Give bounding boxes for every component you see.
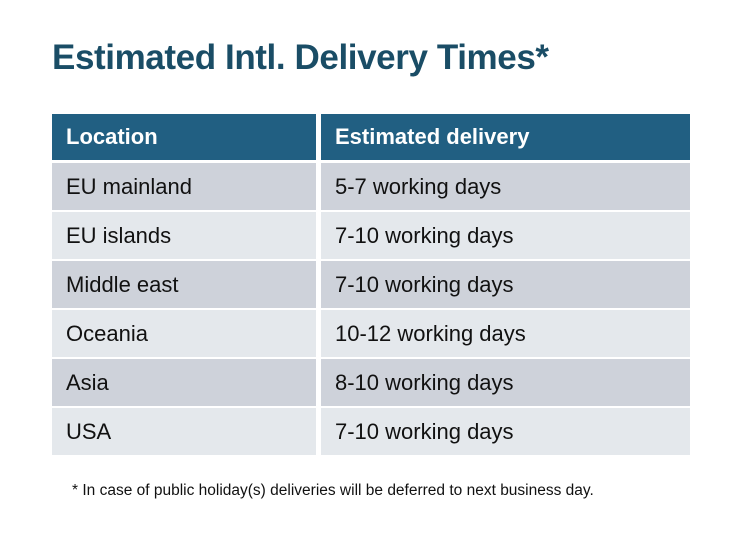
- cell-delivery: 8-10 working days: [321, 359, 690, 406]
- table-row: USA 7-10 working days: [52, 408, 690, 455]
- cell-location: Oceania: [52, 310, 316, 357]
- column-header-estimated-delivery: Estimated delivery: [321, 114, 690, 160]
- cell-delivery: 10-12 working days: [321, 310, 690, 357]
- table-row: EU islands 7-10 working days: [52, 212, 690, 259]
- table-row: Asia 8-10 working days: [52, 359, 690, 406]
- cell-delivery: 7-10 working days: [321, 261, 690, 308]
- cell-location: EU islands: [52, 212, 316, 259]
- footnote: * In case of public holiday(s) deliverie…: [72, 482, 594, 499]
- table-row: Middle east 7-10 working days: [52, 261, 690, 308]
- cell-location: Middle east: [52, 261, 316, 308]
- table-row: EU mainland 5-7 working days: [52, 163, 690, 210]
- cell-location: USA: [52, 408, 316, 455]
- cell-delivery: 5-7 working days: [321, 163, 690, 210]
- page-title: Estimated Intl. Delivery Times*: [52, 38, 549, 77]
- cell-location: EU mainland: [52, 163, 316, 210]
- table-header-row: Location Estimated delivery: [52, 114, 690, 160]
- cell-delivery: 7-10 working days: [321, 212, 690, 259]
- table-row: Oceania 10-12 working days: [52, 310, 690, 357]
- cell-location: Asia: [52, 359, 316, 406]
- delivery-times-table: Location Estimated delivery EU mainland …: [52, 114, 690, 455]
- cell-delivery: 7-10 working days: [321, 408, 690, 455]
- column-header-location: Location: [52, 114, 316, 160]
